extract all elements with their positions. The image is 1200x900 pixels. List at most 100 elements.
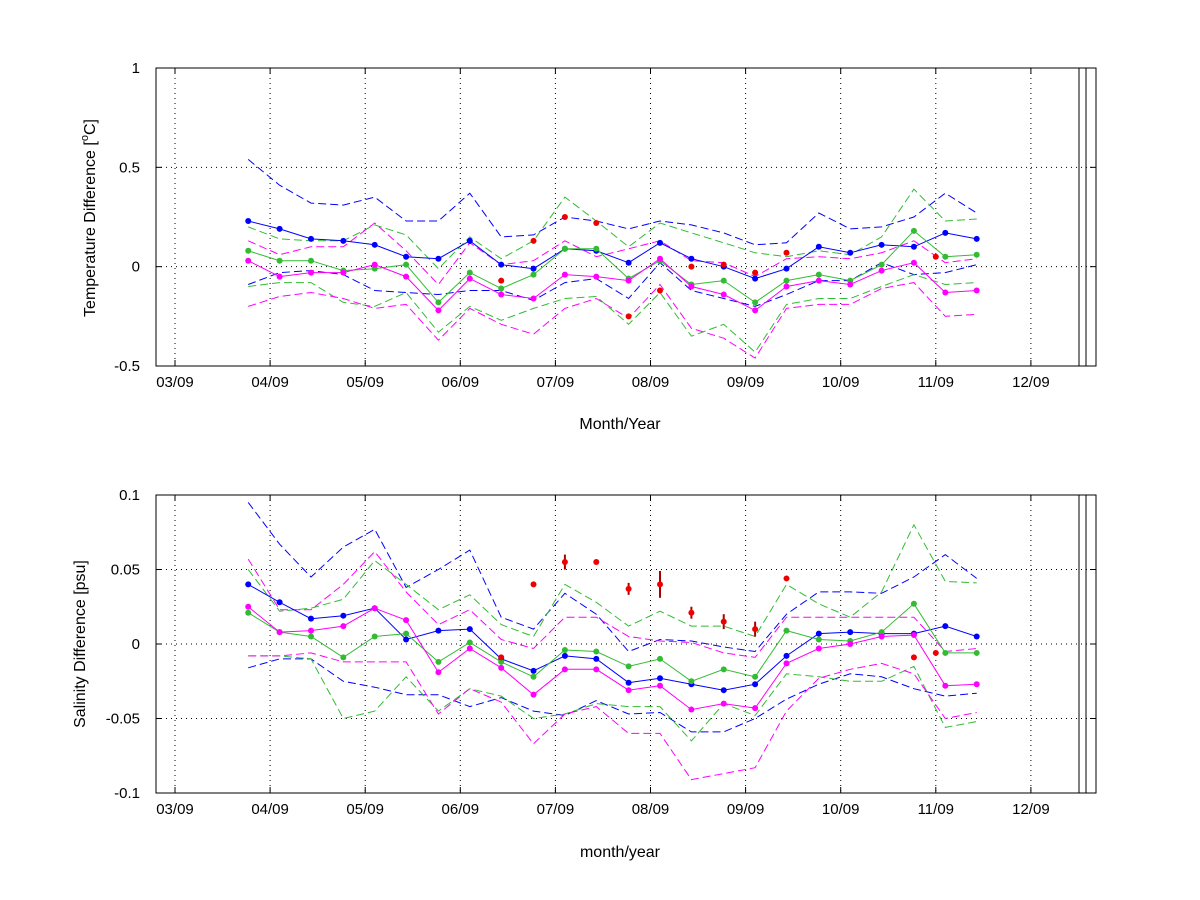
- series-1-point: [466, 639, 473, 646]
- highlight-point: [720, 618, 727, 625]
- series-2-point: [498, 291, 505, 298]
- series-0-upper-band: [247, 159, 977, 246]
- highlight-point: [561, 214, 568, 220]
- series-1-point: [625, 663, 632, 670]
- series-0-point: [245, 581, 252, 588]
- highlight-point: [932, 649, 939, 656]
- series-1-point: [307, 633, 314, 640]
- series-0-point: [688, 255, 695, 262]
- highlight-point: [593, 559, 600, 566]
- series-0-point: [783, 265, 790, 272]
- x-tick-label: 04/09: [251, 801, 289, 818]
- series-lines: [245, 217, 980, 314]
- series-1-lower-band: [248, 274, 977, 353]
- series-1-point: [403, 261, 410, 268]
- series-2-point: [720, 291, 727, 298]
- series-2-point: [593, 666, 600, 673]
- series-2-point: [530, 295, 537, 302]
- series-1-point: [435, 658, 442, 665]
- y-tick-label: 0.5: [119, 159, 140, 176]
- series-2-point: [307, 269, 314, 276]
- series-2-point: [276, 629, 283, 636]
- y-tick-label: 1: [132, 60, 140, 77]
- x-axis-label: month/year: [580, 844, 661, 861]
- series-1-upper-band: [247, 523, 977, 638]
- series-2-point: [625, 687, 632, 694]
- series-2-point: [942, 289, 949, 296]
- series-0-point: [657, 675, 664, 682]
- series-2-point: [403, 273, 410, 280]
- series-2-point: [878, 633, 885, 640]
- series-1-point: [878, 629, 885, 636]
- series-0-point: [752, 275, 759, 282]
- series-0-point: [340, 237, 347, 244]
- highlight-point: [932, 253, 939, 260]
- series-0-lower-band: [248, 658, 977, 733]
- series-0-point: [561, 652, 568, 659]
- highlight-point: [752, 269, 759, 276]
- series-2-point: [720, 700, 727, 707]
- series-1-point: [878, 261, 885, 268]
- series-1-point: [973, 251, 980, 258]
- series-0-point: [371, 241, 378, 248]
- series-1-point: [910, 227, 917, 234]
- y-tick-label: -0.1: [114, 785, 140, 802]
- series-2-point: [942, 682, 949, 689]
- highlight-points: [498, 214, 939, 320]
- highlight-point: [657, 287, 664, 294]
- x-tick-label: 03/09: [156, 374, 194, 391]
- series-1-point: [752, 673, 759, 680]
- series-1-point: [530, 271, 537, 278]
- series-0-point: [942, 229, 949, 236]
- series-2-point: [561, 271, 568, 278]
- series-1-point: [783, 627, 790, 634]
- y-tick-label: -0.5: [114, 358, 140, 375]
- series-1-point: [498, 285, 505, 292]
- series-2-point: [435, 669, 442, 676]
- series-0-point: [973, 633, 980, 640]
- x-tick-label: 09/09: [727, 801, 765, 818]
- x-tick-label: 06/09: [442, 801, 480, 818]
- series-2-point: [815, 645, 822, 652]
- series-2-point: [815, 277, 822, 284]
- highlight-point: [498, 277, 505, 284]
- highlight-point: [910, 654, 917, 661]
- series-1-point: [973, 649, 980, 656]
- series-2-point: [466, 645, 473, 652]
- series-1-point: [530, 673, 537, 680]
- series-0-point: [307, 615, 314, 622]
- series-1-point: [815, 636, 822, 643]
- series-2-point: [307, 627, 314, 634]
- series-0-point: [340, 612, 347, 619]
- highlight-point: [783, 249, 790, 256]
- series-2-point: [466, 275, 473, 282]
- highlight-point: [783, 575, 790, 582]
- series-2-point: [371, 261, 378, 268]
- series-1-point: [276, 257, 283, 264]
- highlight-point: [625, 313, 632, 320]
- series-2-point: [657, 255, 664, 262]
- series-2-point: [783, 283, 790, 290]
- grid: [156, 68, 1096, 366]
- series-2-point: [276, 273, 283, 280]
- series-2-point: [245, 257, 252, 264]
- series-2-point: [561, 666, 568, 673]
- series-2-point: [625, 277, 632, 284]
- y-tick-label: -0.05: [106, 711, 140, 728]
- ticks: 03/09 04/09 05/09 06/09 07/09 08/09 09/09 10/09…: [114, 60, 1096, 391]
- series-0-point: [498, 261, 505, 268]
- series-1-lower-band: [248, 655, 977, 742]
- x-tick-label: 11/09: [918, 374, 954, 391]
- series-1-point: [466, 269, 473, 276]
- series-0-point: [878, 241, 885, 248]
- series-0-point: [720, 687, 727, 694]
- series-0-point: [973, 235, 980, 242]
- series-1-point: [340, 654, 347, 661]
- series-1-point: [942, 253, 949, 260]
- series-2-upper-band: [247, 550, 977, 658]
- highlight-point: [657, 581, 664, 588]
- x-axis-label: Month/Year: [579, 416, 661, 433]
- x-tick-label: 12/09: [1012, 801, 1050, 818]
- series-0-point: [625, 679, 632, 686]
